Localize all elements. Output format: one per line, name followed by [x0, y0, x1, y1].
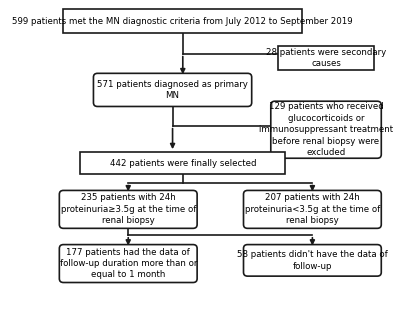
FancyBboxPatch shape	[80, 152, 285, 174]
FancyBboxPatch shape	[244, 190, 381, 228]
FancyBboxPatch shape	[244, 244, 381, 276]
Text: 599 patients met the MN diagnostic criteria from July 2012 to September 2019: 599 patients met the MN diagnostic crite…	[12, 17, 353, 26]
Text: 129 patients who received
glucocorticoids or
immunosuppressant treatment
before : 129 patients who received glucocorticoid…	[259, 102, 393, 157]
Text: 28 patients were secondary
causes: 28 patients were secondary causes	[266, 48, 386, 68]
FancyBboxPatch shape	[278, 46, 374, 70]
Text: 442 patients were finally selected: 442 patients were finally selected	[110, 159, 256, 168]
Text: 207 patients with 24h
proteinuria<3.5g at the time of
renal biopsy: 207 patients with 24h proteinuria<3.5g a…	[245, 193, 380, 225]
FancyBboxPatch shape	[64, 10, 302, 33]
FancyBboxPatch shape	[59, 190, 197, 228]
Text: 58 patients didn't have the data of
follow-up: 58 patients didn't have the data of foll…	[237, 250, 388, 271]
FancyBboxPatch shape	[271, 101, 381, 158]
FancyBboxPatch shape	[59, 244, 197, 283]
Text: 177 patients had the data of
follow-up duration more than or
equal to 1 month: 177 patients had the data of follow-up d…	[60, 248, 197, 279]
Text: 571 patients diagnosed as primary
MN: 571 patients diagnosed as primary MN	[97, 80, 248, 100]
Text: 235 patients with 24h
proteinuria≥3.5g at the time of
renal biopsy: 235 patients with 24h proteinuria≥3.5g a…	[60, 193, 196, 225]
FancyBboxPatch shape	[94, 73, 252, 107]
